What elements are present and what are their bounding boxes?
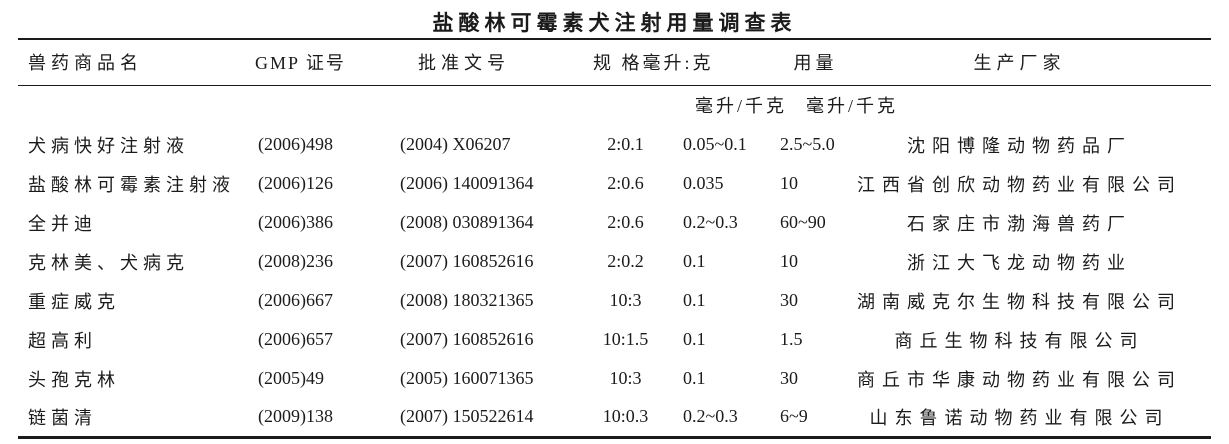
- dose-cell: 0.2~0.3: [683, 212, 738, 232]
- dose-cell: 0.1: [683, 368, 706, 388]
- drug-name-cell: 超高利: [28, 330, 97, 351]
- approval-cell: (2006) 140091364: [400, 173, 534, 193]
- dose-cell: 0.1: [683, 329, 706, 349]
- empty-cell: [383, 85, 578, 125]
- spec-cell: 10:0.3: [602, 406, 649, 427]
- approval-cell: (2008) 180321365: [400, 290, 534, 310]
- gmp-cell: (2008)236: [258, 251, 333, 271]
- usage-cell: 2.5~5.0: [780, 134, 835, 154]
- spec-cell: 2:0.1: [607, 134, 644, 154]
- table-row: 犬病快好注射液 (2006)498 (2004) X06207 2:0.1 0.…: [18, 125, 1211, 164]
- table-row: 盐酸林可霉素注射液 (2006)126 (2006) 140091364 2:0…: [18, 164, 1211, 203]
- subheader-usage-unit: 毫升/千克: [806, 96, 899, 117]
- table-row: 重症威克 (2006)667 (2008) 180321365 10:3 0.1…: [18, 281, 1211, 320]
- empty-cell: [853, 85, 1211, 125]
- spec-cell: 10:3: [609, 290, 642, 310]
- approval-cell: (2007) 160852616: [400, 329, 534, 349]
- spec-cell: 10:3: [609, 368, 642, 388]
- dose-cell: 0.05~0.1: [683, 134, 747, 154]
- drug-name-cell: 犬病快好注射液: [28, 135, 189, 156]
- gmp-cell: (2009)138: [258, 406, 333, 427]
- drug-name-cell: 头孢克林: [28, 369, 120, 390]
- dose-cell: 0.035: [683, 173, 724, 193]
- gmp-cell: (2005)49: [258, 368, 324, 388]
- dose-cell: 0.1: [683, 251, 706, 271]
- spec-cell: 2:0.6: [607, 173, 644, 193]
- usage-cell: 30: [780, 290, 799, 310]
- manufacturer-cell: 石家庄市渤海兽药厂: [907, 213, 1133, 234]
- manufacturer-cell: 浙江大飞龙动物药业: [907, 252, 1133, 273]
- usage-cell: 6~9: [780, 406, 808, 427]
- approval-cell: (2007) 150522614: [400, 406, 534, 427]
- drug-name-cell: 重症威克: [28, 291, 120, 312]
- usage-cell: 10: [780, 173, 799, 193]
- col-header-approval: 批准文号: [383, 39, 578, 86]
- table-title: 盐酸林可霉素犬注射用量调查表: [432, 11, 797, 35]
- approval-cell: (2008) 030891364: [400, 212, 534, 232]
- col-header-usage: 用量: [778, 39, 854, 86]
- gmp-cell: (2006)667: [258, 290, 333, 310]
- usage-cell: 60~90: [780, 212, 826, 232]
- gmp-cell: (2006)657: [258, 329, 333, 349]
- gmp-cell: (2006)126: [258, 173, 333, 193]
- table-row: 克林美、犬病克 (2008)236 (2007) 160852616 2:0.2…: [18, 242, 1211, 281]
- usage-cell: 1.5: [780, 329, 803, 349]
- col-header-gmp: GMP 证号: [233, 39, 383, 86]
- col-header-drug-name: 兽药商品名: [18, 39, 233, 86]
- usage-cell: 30: [780, 368, 799, 388]
- table-row: 全并迪 (2006)386 (2008) 030891364 2:0.6 0.2…: [18, 203, 1211, 242]
- drug-name-cell: 克林美、犬病克: [28, 252, 189, 273]
- table-row: 链菌清 (2009)138 (2007) 150522614 10:0.3 0.…: [18, 398, 1211, 437]
- approval-cell: (2007) 160852616: [400, 251, 534, 271]
- manufacturer-cell: 沈阳博隆动物药品厂: [907, 135, 1133, 156]
- approval-cell: (2004) X06207: [400, 134, 511, 154]
- col-header-spec: 规 格毫升:克: [578, 39, 779, 86]
- table-header: 兽药商品名 GMP 证号 批准文号 规 格毫升:克 用量 生产厂家 毫升/千克 …: [18, 39, 1212, 125]
- dose-cell: 0.2~0.3: [683, 406, 738, 427]
- gmp-cell: (2006)386: [258, 212, 333, 232]
- dose-cell: 0.1: [683, 290, 706, 310]
- gmp-cell: (2006)498: [258, 134, 333, 154]
- drug-name-cell: 全并迪: [28, 213, 97, 234]
- empty-cell: [18, 85, 233, 125]
- manufacturer-cell: 湖南威克尔生物科技有限公司: [857, 291, 1183, 312]
- col-header-manufacturer: 生产厂家: [853, 39, 1212, 86]
- manufacturer-cell: 山东鲁诺动物药业有限公司: [869, 407, 1170, 428]
- table-row: 超高利 (2006)657 (2007) 160852616 10:1.5 0.…: [18, 320, 1211, 359]
- usage-cell: 10: [780, 251, 799, 271]
- dosage-survey-table: 兽药商品名 GMP 证号 批准文号 规 格毫升:克 用量 生产厂家 毫升/千克 …: [18, 38, 1212, 439]
- spec-cell: 2:0.2: [607, 251, 644, 271]
- spec-cell: 10:1.5: [602, 329, 649, 349]
- drug-name-cell: 链菌清: [28, 407, 97, 428]
- table-body: 犬病快好注射液 (2006)498 (2004) X06207 2:0.1 0.…: [18, 125, 1211, 437]
- table-row: 头孢克林 (2005)49 (2005) 160071365 10:3 0.1 …: [18, 359, 1211, 398]
- manufacturer-cell: 商丘生物科技有限公司: [894, 330, 1145, 351]
- empty-cell: [233, 85, 383, 125]
- manufacturer-cell: 商丘市华康动物药业有限公司: [857, 369, 1183, 390]
- drug-name-cell: 盐酸林可霉素注射液: [28, 174, 235, 195]
- subheader-row: 毫升/千克 毫升/千克: [18, 85, 1211, 125]
- approval-cell: (2005) 160071365: [400, 368, 534, 388]
- empty-cell: [578, 85, 673, 125]
- subheader-dose-unit: 毫升/千克: [695, 96, 788, 117]
- header-row: 兽药商品名 GMP 证号 批准文号 规 格毫升:克 用量 生产厂家: [18, 39, 1212, 86]
- spec-cell: 2:0.6: [607, 212, 644, 232]
- manufacturer-cell: 江西省创欣动物药业有限公司: [857, 174, 1183, 195]
